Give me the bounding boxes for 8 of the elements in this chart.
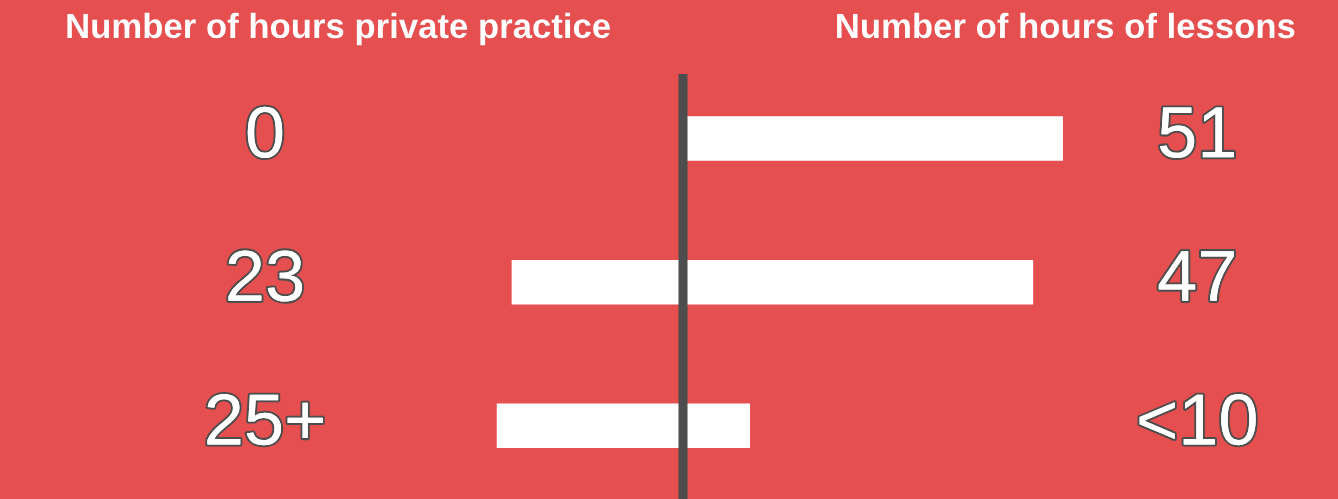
chart-title: Number of hours private practice	[67, 12, 610, 46]
data-label: 0	[247, 106, 283, 158]
data-label: <10	[1139, 394, 1256, 446]
chart-title: Number of hours of lessons	[837, 12, 1295, 39]
data-label: 25+	[207, 394, 323, 446]
data-label: 51	[1160, 107, 1234, 158]
data-label: 47	[1158, 251, 1234, 301]
data-label: 23	[228, 250, 302, 302]
